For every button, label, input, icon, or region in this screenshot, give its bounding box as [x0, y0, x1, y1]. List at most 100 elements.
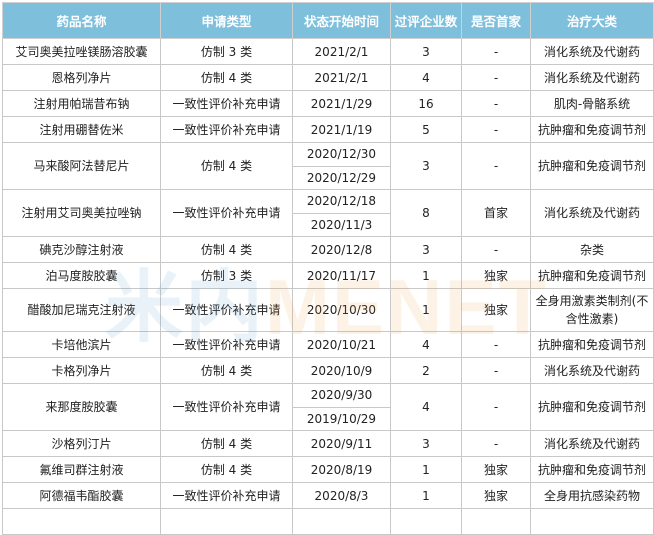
is-first-cell: - — [461, 64, 531, 91]
application-type-cell: 一致性评价补充申请 — [160, 116, 293, 143]
category-cell: 消化系统及代谢药 — [530, 189, 654, 237]
category-cell: 抗肿瘤和免疫调节剂 — [530, 456, 654, 483]
category-cell: 消化系统及代谢药 — [530, 64, 654, 91]
status-date-cell: 2020/10/21 — [292, 331, 391, 358]
table-row: 卡培他滨片 一致性评价补充申请 2020/10/21 4- 抗肿瘤和免疫调节剂 — [2, 331, 654, 358]
company-count-cell: 4 — [390, 331, 462, 358]
table-row: 来那度胺胶囊 一致性评价补充申请 2020/9/30 4- 抗肿瘤和免疫调节剂 — [2, 383, 654, 431]
table-row: 泊马度胺胶囊 仿制 3 类 2020/11/17 1 独家 抗肿瘤和免疫调节剂 — [2, 262, 654, 289]
application-type-cell: 一致性评价补充申请 — [160, 383, 293, 431]
status-date-cell: 2020/10/9 — [292, 357, 391, 384]
company-count-cell — [390, 508, 462, 535]
header-drug-name: 药品名称 — [2, 2, 161, 39]
application-type-cell: 仿制 3 类 — [160, 262, 293, 289]
application-type-cell: 仿制 4 类 — [160, 64, 293, 91]
drug-name-cell: 沙格列汀片 — [2, 430, 161, 457]
status-date-cell: 2020/11/17 — [292, 262, 391, 289]
drug-name-cell: 恩格列净片 — [2, 64, 161, 91]
is-first-cell: 首家 — [461, 189, 531, 237]
header-status-start-date: 状态开始时间 — [292, 2, 391, 39]
is-first-cell: - — [461, 236, 531, 263]
category-cell: 抗肿瘤和免疫调节剂 — [530, 331, 654, 358]
application-type-cell: 一致性评价补充申请 — [160, 331, 293, 358]
company-count-cell: 1 — [390, 456, 462, 483]
status-date-cell: 2020/12/29 — [292, 165, 391, 190]
header-row: 药品名称 申请类型 状态开始时间 过评企业数 是否首家 治疗大类 — [2, 2, 654, 39]
company-count-cell: 3 — [390, 142, 462, 190]
company-count-cell: 4 — [390, 64, 462, 91]
category-cell: 杂类 — [530, 236, 654, 263]
is-first-cell: - — [461, 142, 531, 190]
company-count-cell: 1 — [390, 262, 462, 289]
company-count-cell: 1 — [390, 288, 462, 332]
drug-name-cell: 来那度胺胶囊 — [2, 383, 161, 431]
category-cell: 抗肿瘤和免疫调节剂 — [530, 116, 654, 143]
is-first-cell: 独家 — [461, 482, 531, 509]
company-count-cell: 1 — [390, 482, 462, 509]
category-cell: 肌肉-骨骼系统 — [530, 90, 654, 117]
status-date-cell: 2020/9/30 — [292, 383, 391, 408]
company-count-cell: 4 — [390, 383, 462, 431]
company-count-cell: 3 — [390, 236, 462, 263]
company-count-cell: 3 — [390, 430, 462, 457]
drug-name-cell: 注射用帕瑞昔布钠 — [2, 90, 161, 117]
application-type-cell: 一致性评价补充申请 — [160, 90, 293, 117]
drug-name-cell: 卡培他滨片 — [2, 331, 161, 358]
company-count-cell: 8 — [390, 189, 462, 237]
application-type-cell: 一致性评价补充申请 — [160, 482, 293, 509]
application-type-cell: 仿制 4 类 — [160, 236, 293, 263]
table-row: 卡格列净片 仿制 4 类 2020/10/9 2- 消化系统及代谢药 — [2, 357, 654, 384]
header-application-type: 申请类型 — [160, 2, 293, 39]
application-type-cell: 仿制 4 类 — [160, 456, 293, 483]
drug-name-cell: 注射用艾司奥美拉唑钠 — [2, 189, 161, 237]
status-date-cell: 2021/2/1 — [292, 38, 391, 65]
status-date-cell: 2020/8/3 — [292, 482, 391, 509]
table-row: 醋酸加尼瑞克注射液 一致性评价补充申请 2020/10/30 1 独家 全身用激素类制剂(… — [2, 288, 654, 332]
is-first-cell: - — [461, 331, 531, 358]
status-date-cell: 2020/12/30 — [292, 142, 391, 167]
application-type-cell: 一致性评价补充申请 — [160, 288, 293, 332]
is-first-cell: 独家 — [461, 288, 531, 332]
status-date-cell: 2020/12/8 — [292, 236, 391, 263]
application-type-cell: 仿制 3 类 — [160, 38, 293, 65]
status-date-cell: 2020/10/30 — [292, 288, 391, 332]
header-is-first: 是否首家 — [461, 2, 531, 39]
status-date-cell: 2020/8/19 — [292, 456, 391, 483]
is-first-cell: 独家 — [461, 262, 531, 289]
drug-name-cell: 泊马度胺胶囊 — [2, 262, 161, 289]
drug-name-cell: 艾司奥美拉唑镁肠溶胶囊 — [2, 38, 161, 65]
status-date-cell: 2020/9/11 — [292, 430, 391, 457]
is-first-cell: - — [461, 90, 531, 117]
is-first-cell: - — [461, 430, 531, 457]
status-date-cell: 2019/10/29 — [292, 406, 391, 431]
company-count-cell: 2 — [390, 357, 462, 384]
status-date-cell: 2020/12/18 — [292, 189, 391, 214]
status-date-cell: 2021/2/1 — [292, 64, 391, 91]
is-first-cell: - — [461, 38, 531, 65]
drug-name-cell: 注射用硼替佐米 — [2, 116, 161, 143]
drug-name-cell: 马来酸阿法替尼片 — [2, 142, 161, 190]
table-row: 注射用艾司奥美拉唑钠 一致性评价补充申请 2020/12/18 8 首家 消化系统及代谢药 — [2, 189, 654, 237]
category-cell: 消化系统及代谢药 — [530, 38, 654, 65]
table-row: 恩格列净片 仿制 4 类 2021/2/1 4- 消化系统及代谢药 — [2, 64, 654, 91]
table-row: 沙格列汀片 仿制 4 类 2020/9/11 3- 消化系统及代谢药 — [2, 430, 654, 457]
drug-name-cell — [2, 508, 161, 535]
is-first-cell: - — [461, 383, 531, 431]
category-cell: 全身用激素类制剂(不含性激素) — [530, 288, 654, 332]
application-type-cell: 一致性评价补充申请 — [160, 189, 293, 237]
category-cell: 抗肿瘤和免疫调节剂 — [530, 383, 654, 431]
table-row: 注射用硼替佐米 一致性评价补充申请 2021/1/19 5- 抗肿瘤和免疫调节剂 — [2, 116, 654, 143]
header-therapeutic-category: 治疗大类 — [530, 2, 654, 39]
drug-name-cell: 碘克沙醇注射液 — [2, 236, 161, 263]
is-first-cell: - — [461, 357, 531, 384]
category-cell: 消化系统及代谢药 — [530, 357, 654, 384]
application-type-cell: 仿制 4 类 — [160, 142, 293, 190]
drug-name-cell: 氟维司群注射液 — [2, 456, 161, 483]
category-cell: 消化系统及代谢药 — [530, 430, 654, 457]
table-row: 艾司奥美拉唑镁肠溶胶囊 仿制 3 类 2021/2/1 3- 消化系统及代谢药 — [2, 38, 654, 65]
category-cell: 全身用抗感染药物 — [530, 482, 654, 509]
table-row: 氟维司群注射液 仿制 4 类 2020/8/19 1 独家 抗肿瘤和免疫调节剂 — [2, 456, 654, 483]
status-date-cell: 2021/1/19 — [292, 116, 391, 143]
status-date-cell: 2021/1/29 — [292, 90, 391, 117]
